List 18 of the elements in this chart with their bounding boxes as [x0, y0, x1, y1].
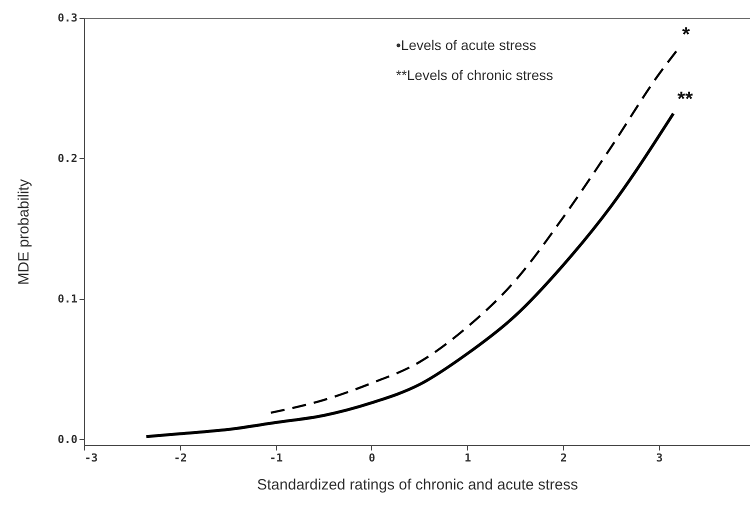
y-tick-label: 0.2 — [58, 152, 78, 165]
x-tick-label: -3 — [84, 452, 98, 464]
x-axis-title: Standardized ratings of chronic and acute stress — [256, 476, 578, 494]
x-tick-label: -1 — [270, 452, 284, 464]
y-tick-label: 0.0 — [58, 432, 78, 446]
line-series — [144, 112, 675, 438]
annotation: **Levels of chronic stress — [396, 67, 554, 83]
x-tick-label: 0 — [368, 452, 376, 464]
y-axis-title: MDE probability — [16, 178, 33, 285]
x-tick-label: -2 — [174, 452, 187, 464]
annotation: * — [682, 24, 690, 46]
x-tick-label: 2 — [560, 452, 567, 464]
annotation: •Levels of acute stress — [396, 37, 536, 53]
x-tick-label: 3 — [656, 452, 663, 464]
annotation: ** — [677, 88, 694, 111]
y-tick-label: 0.3 — [58, 12, 78, 24]
x-tick-label: 1 — [464, 452, 472, 464]
y-tick-label: 0.1 — [58, 292, 78, 306]
